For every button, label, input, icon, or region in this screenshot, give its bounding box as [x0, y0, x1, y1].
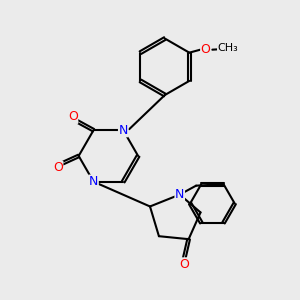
Text: O: O	[68, 110, 78, 123]
Text: CH₃: CH₃	[218, 43, 238, 53]
Text: O: O	[53, 161, 63, 174]
Text: O: O	[179, 258, 189, 271]
Text: N: N	[118, 124, 128, 137]
Text: N: N	[89, 175, 98, 188]
Text: O: O	[201, 43, 211, 56]
Text: N: N	[175, 188, 184, 201]
